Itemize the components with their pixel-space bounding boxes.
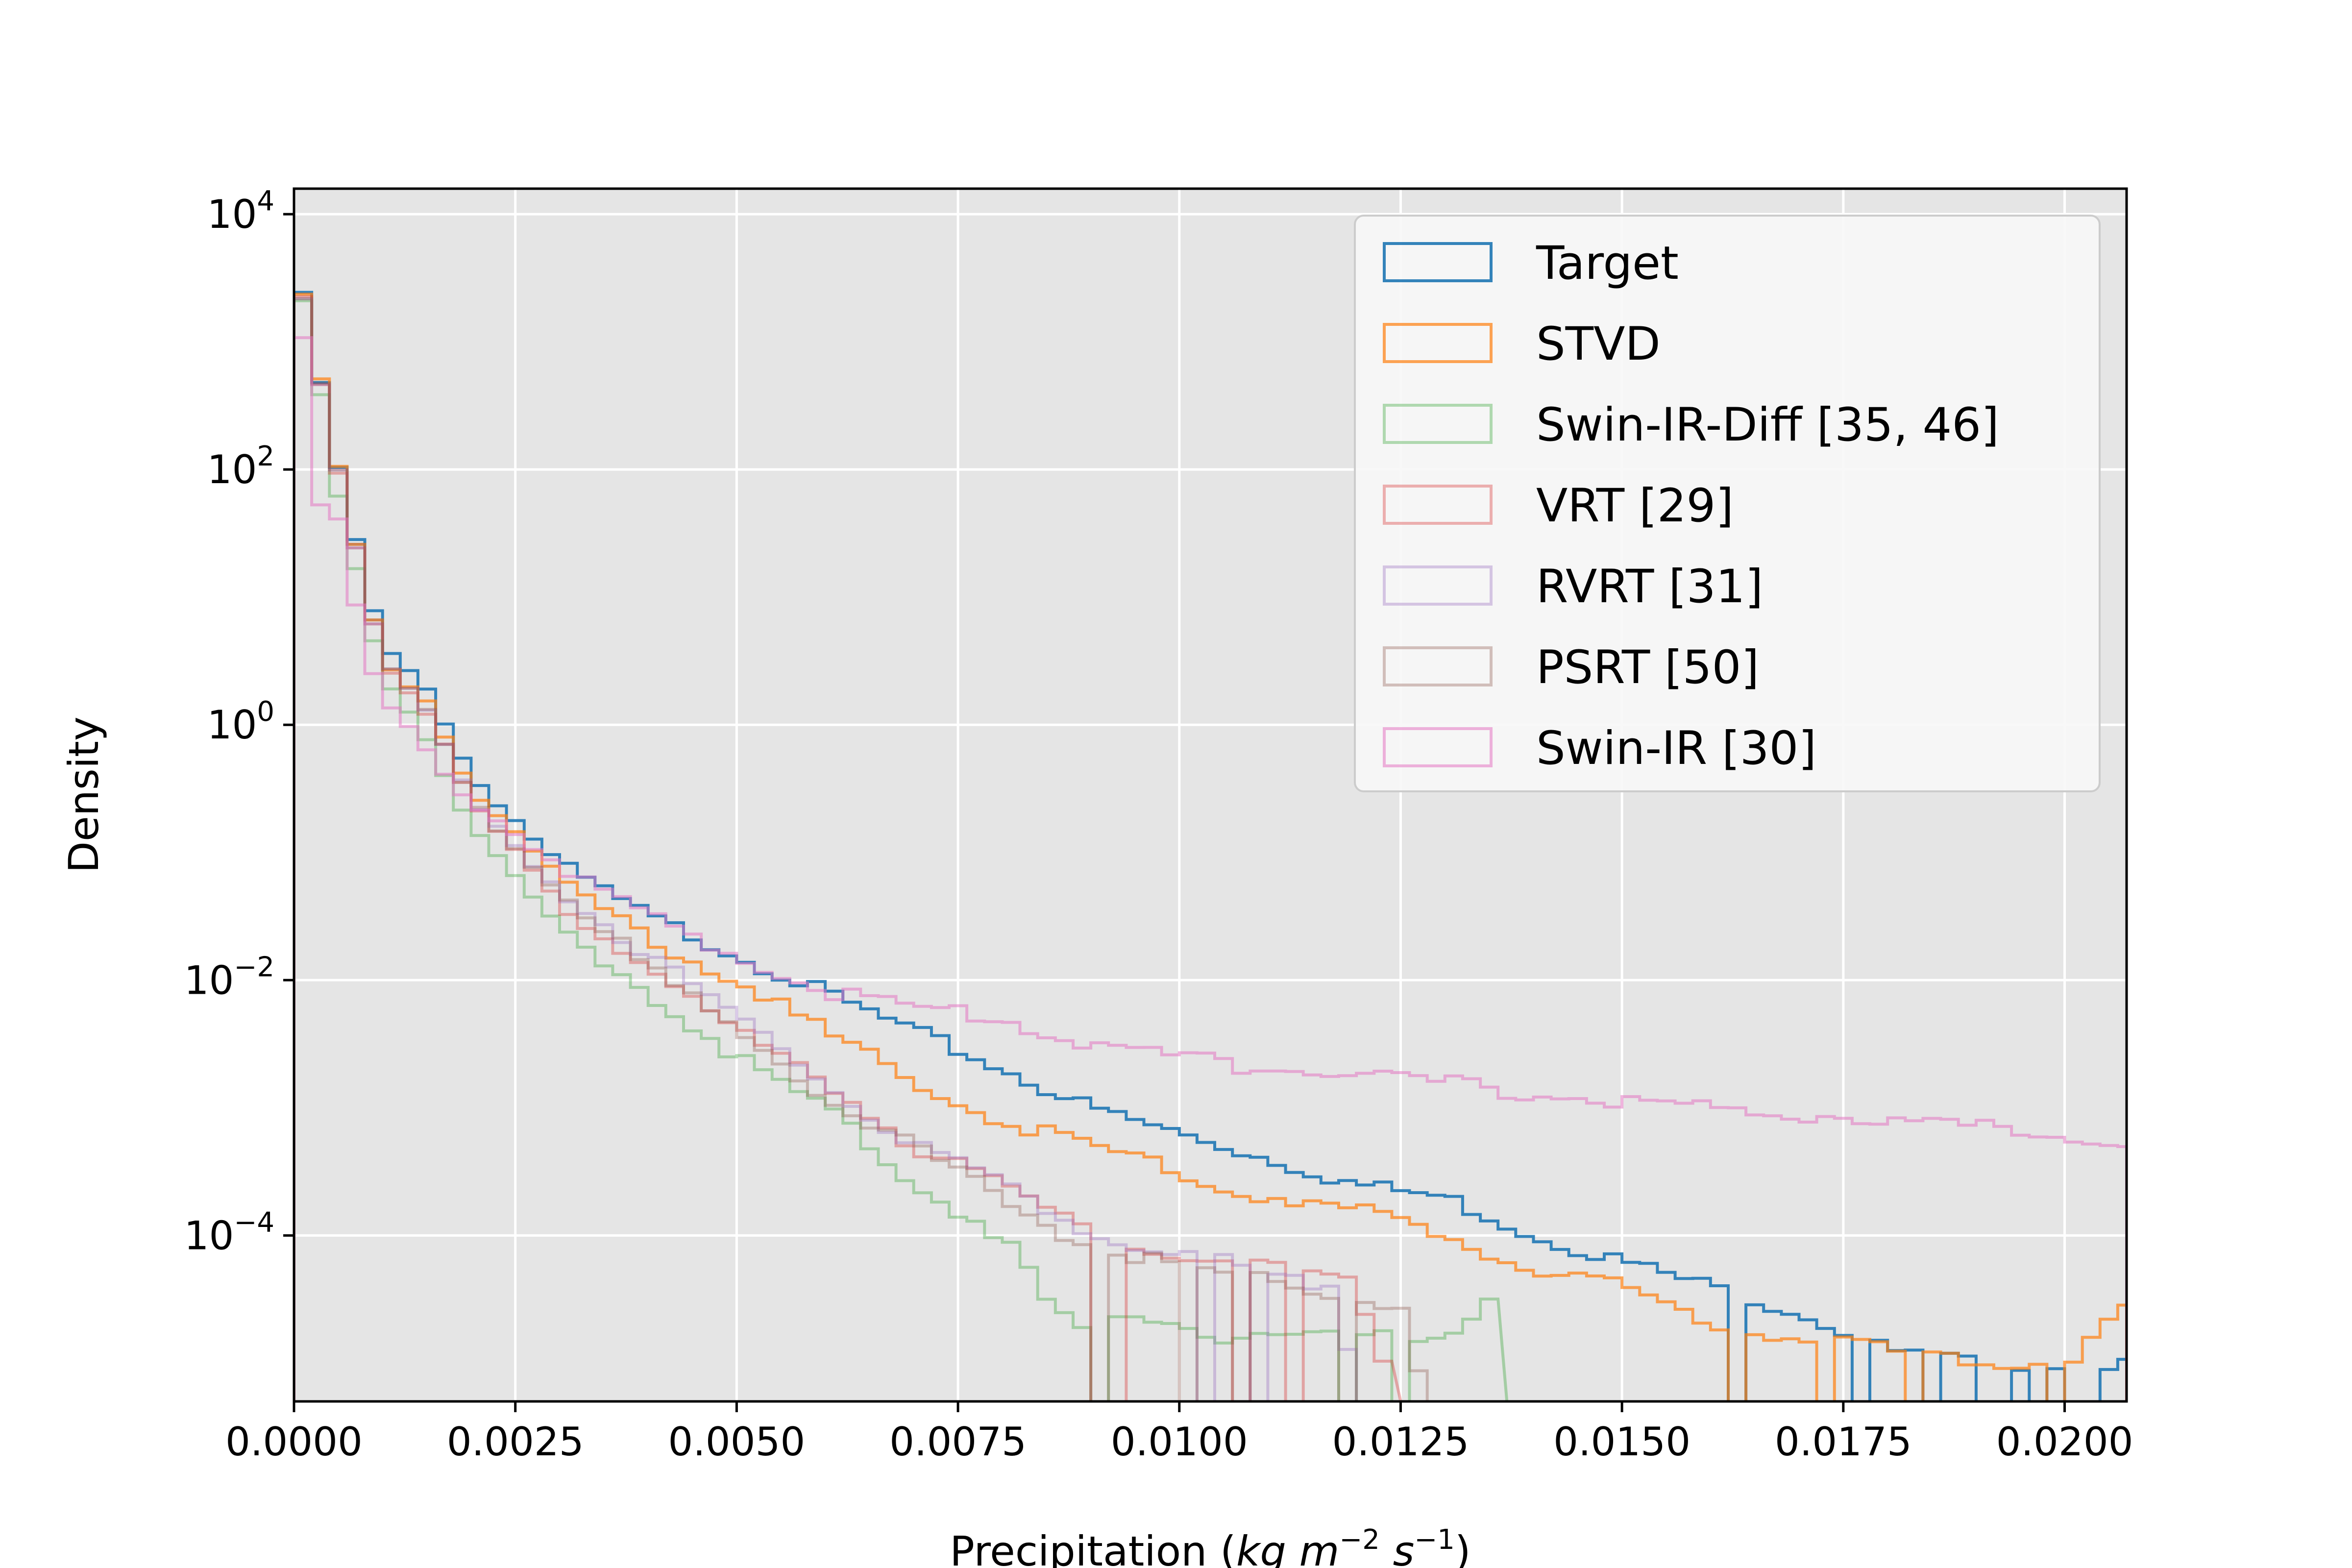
x-axis-unit-base: kg m: [1236, 1527, 1340, 1568]
x-tick-label: 0.0125: [1332, 1419, 1469, 1465]
y-tick-exponent: −4: [234, 1206, 274, 1238]
legend-swatch: [1383, 727, 1493, 767]
legend-label: Swin-IR [30]: [1536, 722, 1816, 775]
x-axis-ticks: 0.0000 0.0025 0.0050 0.0075 0.0100 0.0125 0.01…: [225, 1401, 2133, 1465]
y-tick-base: 10: [184, 1213, 234, 1258]
y-tick-base: 10: [207, 702, 257, 748]
series-step-5: [294, 297, 1358, 1401]
plot-frame: [293, 187, 2128, 1403]
y-tick-label: 10−2: [184, 951, 274, 1003]
legend-swatch: [1383, 404, 1493, 444]
legend-swatch: [1383, 485, 1493, 525]
y-axis-label: Density: [60, 716, 108, 873]
legend-swatch: [1383, 323, 1493, 363]
y-tick-exponent: 4: [257, 185, 274, 217]
series-step-2: [294, 293, 2127, 1401]
legend-box: [1354, 215, 2101, 792]
y-tick-label: 10−4: [184, 1206, 274, 1258]
legend-label: PSRT [50]: [1536, 641, 1759, 694]
legend-swatch: [1383, 565, 1493, 606]
legend-label: Target: [1536, 237, 1679, 290]
x-tick-label: 0.0050: [668, 1419, 805, 1465]
x-axis-unit-mid: s: [1393, 1527, 1415, 1568]
legend-label: RVRT [31]: [1536, 560, 1763, 613]
x-axis-label-text: Precipitation: [950, 1527, 1207, 1568]
x-tick-label: 0.0150: [1553, 1419, 1690, 1465]
x-axis-unit-exp2: −1: [1414, 1524, 1455, 1556]
y-tick-exponent: −2: [234, 951, 274, 983]
series-layer: [294, 291, 2127, 1401]
x-tick-label: 0.0100: [1111, 1419, 1248, 1465]
series-step-3: [294, 299, 1509, 1401]
series-step-6: [294, 297, 1429, 1401]
y-tick-base: 10: [184, 957, 234, 1003]
legend-swatch: [1383, 646, 1493, 686]
series-step-7: [294, 336, 2127, 1401]
x-axis-label: Precipitation (kg m−2 s−1): [950, 1524, 1470, 1568]
legend: Target STVD Swin-IR-Diff [35, 46] VRT [29] R…: [1354, 215, 2101, 792]
x-tick-label: 0.0175: [1775, 1419, 1912, 1465]
legend-label: STVD: [1536, 318, 1661, 371]
y-tick-base: 10: [207, 192, 257, 237]
y-tick-label: 102: [207, 441, 274, 492]
y-tick-label: 104: [207, 185, 274, 237]
x-tick-label: 0.0025: [447, 1419, 584, 1465]
legend-label: VRT [29]: [1536, 479, 1734, 533]
x-tick-label: 0.0200: [1996, 1419, 2133, 1465]
x-tick-label: 0.0075: [889, 1419, 1027, 1465]
x-tick-label: 0.0000: [225, 1419, 363, 1465]
y-tick-base: 10: [207, 447, 257, 492]
x-axis-unit-exp1: −2: [1339, 1524, 1380, 1556]
y-tick-label: 100: [207, 696, 274, 748]
y-tick-exponent: 2: [257, 441, 274, 472]
legend-label: Swin-IR-Diff [35, 46]: [1536, 398, 1999, 452]
y-tick-exponent: 0: [257, 696, 274, 728]
legend-swatch: [1383, 242, 1493, 282]
